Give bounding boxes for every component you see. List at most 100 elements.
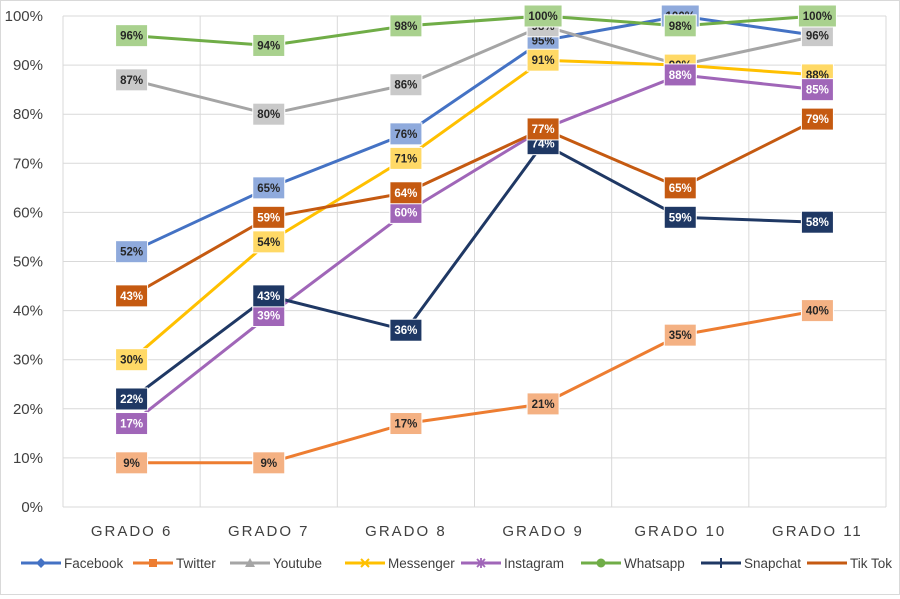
axes: 0% 10% 20% 30% 40% 50% 60% 70% 80% 90% 100% GRADO 6… (5, 8, 863, 540)
data-label-snapchat: 43% (252, 284, 286, 308)
data-label-messenger: 30% (115, 348, 149, 372)
data-label-text: 91% (532, 55, 555, 67)
data-label-whatsapp: 98% (389, 14, 423, 38)
data-label-box (663, 323, 697, 347)
data-label-box (526, 117, 560, 141)
data-label-snapchat: 22% (115, 387, 149, 411)
data-label-text: 59% (669, 212, 692, 224)
data-label-box (115, 68, 149, 92)
x-tick-label: GRADO 11 (772, 523, 863, 540)
legend-entry-messenger: Messenger (345, 556, 455, 571)
data-label-text: 98% (669, 21, 692, 33)
series-line-messenger (130, 58, 819, 362)
y-tick-label: 30% (13, 352, 43, 369)
data-label-box (115, 348, 149, 372)
data-label-box (797, 4, 837, 28)
legend-label: Twitter (176, 556, 216, 571)
data-label-box (389, 318, 423, 342)
data-label-whatsapp: 100% (797, 4, 837, 28)
legend-label: Messenger (388, 556, 455, 571)
data-label-instagram: 17% (115, 412, 149, 436)
x-tick-label: GRADO 7 (228, 523, 310, 540)
data-label-text: 71% (394, 153, 417, 165)
legend-label: Whatsapp (624, 556, 685, 571)
legend-marker-icon (360, 558, 370, 568)
data-label-text: 21% (532, 399, 555, 411)
data-label-whatsapp: 94% (252, 33, 286, 57)
data-labels: 52% 65% 76% 95% 100% 96% 9% 9% 17% 21% 35% 40% 87% 80… (115, 4, 837, 475)
data-label-box (389, 412, 423, 436)
y-tick-label: 50% (13, 254, 43, 271)
data-label-box (252, 205, 286, 229)
legend-marker-icon (716, 558, 726, 568)
data-label-box (252, 284, 286, 308)
gridlines (62, 15, 887, 508)
data-label-text: 43% (257, 291, 280, 303)
series-lines (130, 14, 819, 465)
data-label-box (115, 387, 149, 411)
data-label-box (115, 412, 149, 436)
data-label-twitter: 17% (389, 412, 423, 436)
data-label-box (800, 78, 834, 102)
data-label-instagram: 85% (800, 78, 834, 102)
data-label-text: 58% (806, 217, 829, 229)
y-tick-label: 80% (13, 106, 43, 123)
data-label-text: 74% (532, 139, 555, 151)
data-label-box (252, 451, 286, 475)
y-tick-label: 0% (21, 499, 43, 516)
data-label-box (800, 210, 834, 234)
data-label-text: 36% (394, 325, 417, 337)
data-label-instagram: 60% (389, 200, 423, 224)
data-label-text: 79% (806, 114, 829, 126)
data-label-twitter: 35% (663, 323, 697, 347)
data-label-text: 40% (806, 306, 829, 318)
data-label-text: 65% (257, 183, 280, 195)
data-label-text: 65% (669, 183, 692, 195)
data-label-tik-tok: 43% (115, 284, 149, 308)
x-tick-label: GRADO 10 (634, 523, 726, 540)
data-label-messenger: 71% (389, 146, 423, 170)
data-label-snapchat: 59% (663, 205, 697, 229)
data-label-box (252, 230, 286, 254)
data-label-text: 52% (120, 247, 143, 259)
data-label-text: 94% (257, 40, 280, 52)
data-label-box (252, 102, 286, 126)
legend-entry-snapchat: Snapchat (701, 556, 801, 571)
data-label-youtube: 80% (252, 102, 286, 126)
data-label-text: 100% (528, 11, 557, 23)
data-label-box (663, 14, 697, 38)
legend-entry-youtube: Youtube (230, 556, 322, 571)
data-label-tik-tok: 59% (252, 205, 286, 229)
data-label-box (663, 176, 697, 200)
data-label-whatsapp: 96% (115, 24, 149, 48)
legend-marker-icon (596, 558, 606, 568)
data-label-twitter: 9% (252, 451, 286, 475)
legend-label: Facebook (64, 556, 124, 571)
x-tick-label: GRADO 9 (502, 523, 584, 540)
legend-label: Tik Tok (850, 556, 892, 571)
legend-marker-icon (476, 558, 486, 568)
data-label-tik-tok: 79% (800, 107, 834, 131)
data-label-box (115, 24, 149, 48)
data-label-box (523, 4, 563, 28)
legend-marker-icon (36, 558, 46, 568)
data-label-text: 30% (120, 355, 143, 367)
data-label-text: 95% (532, 36, 555, 48)
y-tick-label: 20% (13, 401, 43, 418)
data-label-text: 39% (257, 311, 280, 323)
data-label-box (115, 284, 149, 308)
data-label-box (389, 73, 423, 97)
data-label-text: 9% (123, 458, 140, 470)
data-label-text: 17% (394, 419, 417, 431)
data-label-text: 88% (669, 70, 692, 82)
data-label-text: 9% (260, 458, 277, 470)
data-label-youtube: 87% (115, 68, 149, 92)
data-label-facebook: 76% (389, 122, 423, 146)
legend-marker-icon (149, 559, 157, 567)
legend-entry-instagram: Instagram (461, 556, 564, 571)
data-label-box (115, 451, 149, 475)
data-label-text: 35% (669, 330, 692, 342)
legend-entry-twitter: Twitter (133, 556, 216, 571)
data-label-text: 60% (394, 207, 417, 219)
